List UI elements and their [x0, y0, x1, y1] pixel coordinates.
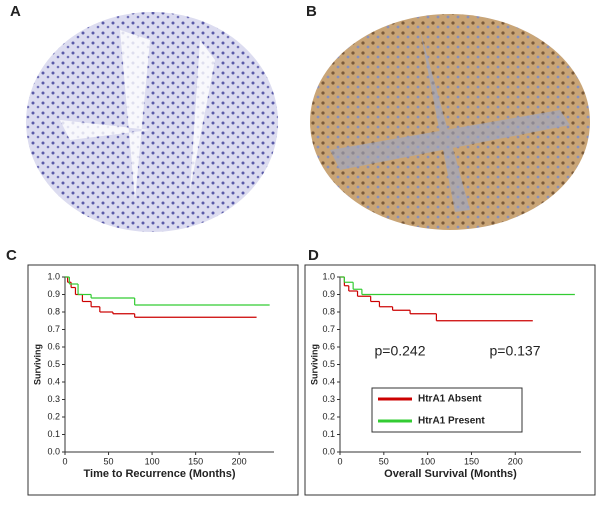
- panel-frame: [27, 264, 299, 496]
- y-tick-label: 0.6: [47, 341, 60, 351]
- y-tick-label: 0.8: [322, 306, 335, 316]
- x-tick-label: 0: [337, 456, 342, 466]
- legend-label: HtrA1 Present: [418, 416, 485, 427]
- micrograph: [26, 12, 278, 232]
- y-tick-label: 0.6: [322, 341, 335, 351]
- y-tick-label: 1.0: [322, 271, 335, 281]
- y-tick-label: 0.9: [47, 289, 60, 299]
- legend-box: [371, 387, 523, 433]
- y-tick-label: 0.0: [47, 446, 60, 456]
- y-axis-label: Surviving: [309, 344, 319, 385]
- panel-frame: [304, 264, 596, 496]
- y-tick-label: 0.4: [47, 376, 60, 386]
- x-tick-label: 50: [379, 456, 389, 466]
- y-tick-label: 0.5: [47, 359, 60, 369]
- x-tick-label: 200: [508, 456, 523, 466]
- y-tick-label: 0.9: [322, 289, 335, 299]
- y-tick-label: 0.2: [47, 411, 60, 421]
- x-tick-label: 100: [145, 456, 160, 466]
- y-tick-label: 0.1: [47, 429, 60, 439]
- x-tick-label: 150: [464, 456, 479, 466]
- panel-label: A: [10, 3, 21, 20]
- y-tick-label: 0.7: [47, 324, 60, 334]
- panel-label: B: [306, 3, 317, 20]
- y-axis-label: Surviving: [32, 344, 42, 385]
- y-tick-label: 1.0: [47, 271, 60, 281]
- x-tick-label: 50: [104, 456, 114, 466]
- micrograph-stroma: [330, 30, 570, 212]
- y-tick-label: 0.1: [322, 429, 335, 439]
- y-tick-label: 0.8: [47, 306, 60, 316]
- annotation: p=0.242: [375, 343, 426, 359]
- x-tick-label: 200: [232, 456, 247, 466]
- panel-label: C: [6, 247, 17, 264]
- y-tick-label: 0.3: [47, 394, 60, 404]
- x-axis-label: Time to Recurrence (Months): [84, 468, 236, 480]
- micrograph: [310, 14, 590, 230]
- y-tick-label: 0.0: [322, 446, 335, 456]
- y-tick-label: 0.5: [322, 359, 335, 369]
- y-tick-label: 0.7: [322, 324, 335, 334]
- annotation: p=0.137: [490, 343, 541, 359]
- x-axis-label: Overall Survival (Months): [384, 468, 517, 480]
- legend-label: HtrA1 Absent: [418, 394, 482, 405]
- x-tick-label: 0: [62, 456, 67, 466]
- x-tick-label: 150: [188, 456, 203, 466]
- x-tick-label: 100: [420, 456, 435, 466]
- y-tick-label: 0.4: [322, 376, 335, 386]
- y-tick-label: 0.3: [322, 394, 335, 404]
- y-tick-label: 0.2: [322, 411, 335, 421]
- micrograph-lumen: [60, 30, 215, 200]
- panel-label: D: [308, 247, 319, 264]
- charts: 0.0 0.1 0.2 0.3 0.4 0.5 0.6 0.7 0.8 0.9 1.0 0 50 100 1…: [27, 264, 596, 496]
